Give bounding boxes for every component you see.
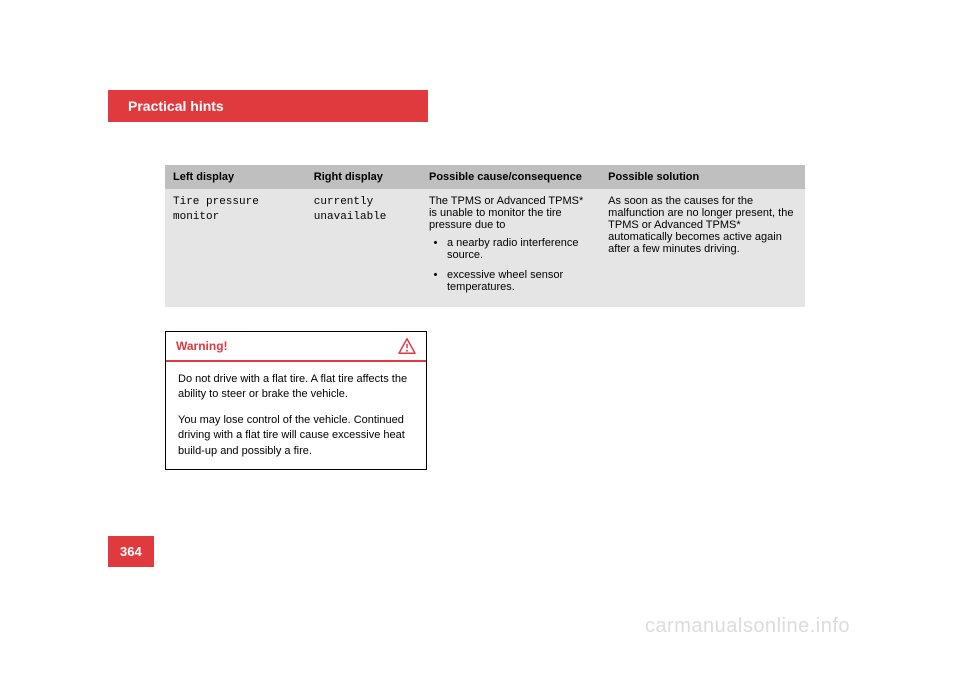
warning-body: Do not drive with a flat tire. A flat ti… xyxy=(166,362,426,469)
warning-box: Warning! Do not drive with a flat tire. … xyxy=(165,331,427,470)
section-title: Practical hints xyxy=(128,98,224,114)
section-header: Practical hints xyxy=(108,90,428,122)
warning-triangle-icon xyxy=(398,338,416,354)
cause-intro: The TPMS or Advanced TPMS* is unable to … xyxy=(429,195,583,231)
right-line2: unavailable xyxy=(314,211,387,223)
message-table: Left display Right display Possible caus… xyxy=(165,165,805,307)
col-left-display: Left display xyxy=(165,165,306,189)
col-cause: Possible cause/consequence xyxy=(421,165,600,189)
cell-left-display: Tire pressure monitor xyxy=(165,189,306,307)
warning-paragraph: You may lose control of the vehicle. Con… xyxy=(178,413,414,459)
cell-solution: As soon as the causes for the malfunctio… xyxy=(600,189,805,307)
cell-cause: The TPMS or Advanced TPMS* is unable to … xyxy=(421,189,600,307)
cause-bullet: excessive wheel sensor temperatures. xyxy=(447,269,592,293)
table-header-row: Left display Right display Possible caus… xyxy=(165,165,805,189)
watermark: carmanualsonline.info xyxy=(645,615,850,638)
warning-title: Warning! xyxy=(176,339,228,353)
right-line1: currently xyxy=(314,196,373,208)
page-number: 364 xyxy=(120,544,142,559)
warning-header: Warning! xyxy=(166,332,426,362)
table-row: Tire pressure monitor currently unavaila… xyxy=(165,189,805,307)
col-right-display: Right display xyxy=(306,165,421,189)
page-number-tab: 364 xyxy=(108,536,154,567)
warning-paragraph: Do not drive with a flat tire. A flat ti… xyxy=(178,372,414,403)
cause-bullet: a nearby radio interference source. xyxy=(447,237,592,261)
cause-list: a nearby radio interference source. exce… xyxy=(429,237,592,293)
col-solution: Possible solution xyxy=(600,165,805,189)
content-area: Left display Right display Possible caus… xyxy=(165,165,805,470)
cell-right-display: currently unavailable xyxy=(306,189,421,307)
